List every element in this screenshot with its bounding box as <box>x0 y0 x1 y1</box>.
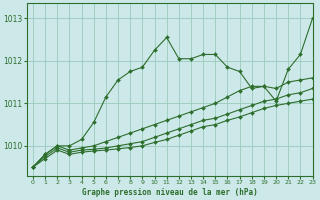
X-axis label: Graphe pression niveau de la mer (hPa): Graphe pression niveau de la mer (hPa) <box>82 188 258 197</box>
